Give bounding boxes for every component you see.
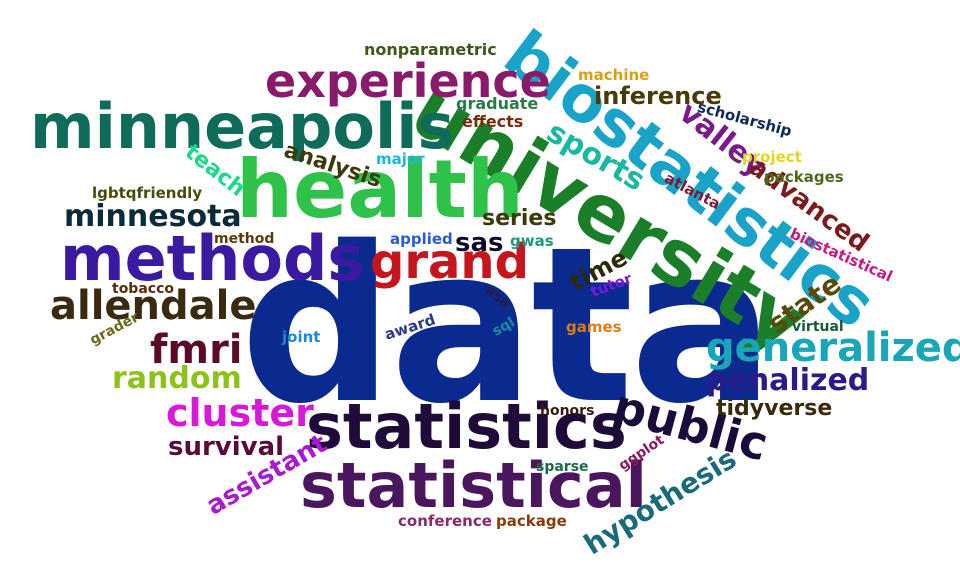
word-graduate: graduate (456, 94, 539, 113)
word-data: data (240, 200, 775, 451)
word-generalized: generalized (706, 325, 960, 371)
word-sparse: sparse (536, 459, 589, 475)
word-honors: honors (540, 403, 595, 419)
word-gwas: gwas (510, 232, 554, 250)
word-tidyverse: tidyverse (716, 396, 833, 421)
word-tobacco: tobacco (112, 281, 174, 297)
word-methods: methods (60, 222, 365, 295)
word-series: series (482, 206, 557, 231)
word-grand: grand (370, 234, 529, 290)
word-experience: experience (265, 54, 551, 108)
word-nonparametric: nonparametric (364, 40, 497, 59)
word-games: games (566, 318, 622, 336)
word-allendale: allendale (50, 283, 257, 329)
word-inference: inference (594, 82, 722, 110)
word-cluster: cluster (166, 391, 314, 435)
word-lgbtqfriendly: lgbtqfriendly (92, 184, 203, 202)
word-method: method (214, 231, 275, 247)
word-penalized: penalized (706, 363, 870, 398)
word-survival: survival (168, 432, 285, 462)
word-joint: joint (282, 328, 321, 346)
word-virtual: virtual (792, 319, 844, 335)
word-sas: sas (455, 228, 504, 258)
word-effects: effects (462, 112, 524, 131)
word-statistical: statistical (300, 449, 647, 522)
word-major: major (376, 150, 425, 168)
word-conference: conference (398, 512, 492, 530)
word-machine: machine (578, 66, 650, 84)
word-package: package (496, 512, 567, 530)
word-health: health (236, 143, 524, 236)
word-project: project (742, 148, 802, 166)
word-minneapolis: minneapolis (30, 90, 455, 163)
word-statistics: statistics (306, 390, 627, 463)
word-minnesota: minnesota (64, 199, 242, 234)
word-packages: packages (764, 168, 844, 186)
word-random: random (112, 361, 242, 396)
word-applied: applied (390, 230, 453, 248)
word-fmri: fmri (150, 327, 243, 373)
